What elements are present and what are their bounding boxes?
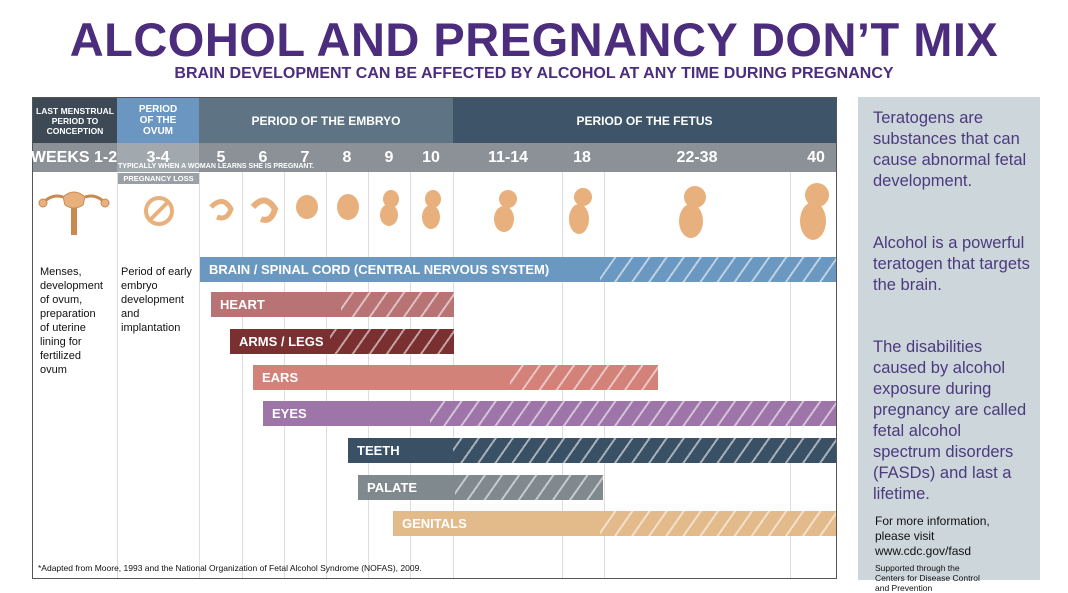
sidebar-text: The disabilities caused by alcohol expos… (873, 338, 1027, 503)
bar-label: HEART (220, 297, 265, 312)
bar: BRAIN / SPINAL CORD (CENTRAL NERVOUS SYS… (200, 257, 836, 282)
bar-label: ARMS / LEGS (239, 334, 324, 349)
week-label: 7 (300, 149, 310, 166)
bar-label: PALATE (367, 480, 418, 495)
week-label: 9 (384, 149, 394, 166)
week-label: 11-14 (487, 149, 529, 166)
bar: ARMS / LEGS (230, 329, 454, 354)
week-label: 22-38 (676, 149, 718, 166)
note: TYPICALLY WHEN A WOMAN LEARNS SHE IS PRE… (118, 163, 314, 170)
sidebar (858, 97, 1040, 580)
title: ALCOHOL AND PREGNANCY DON’T MIX (69, 13, 999, 66)
supported: Supported through the Centers for Diseas… (875, 563, 980, 593)
bar-label: EARS (262, 370, 299, 385)
bar: TEETH (348, 438, 836, 463)
illustrations (38, 183, 829, 240)
bar-label: EYES (272, 406, 307, 421)
divider (790, 172, 791, 578)
bar: EYES (263, 401, 836, 426)
table-frame (32, 97, 837, 579)
bar-label: GENITALS (402, 516, 467, 531)
week-label: 3-4 (146, 149, 170, 166)
period-header: PERIOD OF THE EMBRYO (199, 98, 453, 143)
week-label: 10 (422, 149, 440, 166)
period-header: LAST MENSTRUAL PERIOD TO CONCEPTION (33, 98, 117, 143)
more-info: For more information, please visit www.c… (875, 514, 990, 558)
divider (242, 172, 243, 578)
bar: HEART (211, 292, 454, 317)
sidebar-text: Alcohol is a powerful teratogen that tar… (873, 234, 1030, 294)
description: Period of early embryo development and i… (121, 266, 192, 334)
bar-label: BRAIN / SPINAL CORD (CENTRAL NERVOUS SYS… (209, 262, 550, 277)
week-label: 8 (342, 149, 352, 166)
sidebar-text: Teratogens are substances that can cause… (873, 109, 1027, 190)
period-header: PERIOD OF THE OVUM (117, 98, 199, 143)
bar: PALATE (358, 475, 603, 500)
bar-label: TEETH (357, 443, 400, 458)
week-label: 6 (258, 149, 268, 166)
subtitle: BRAIN DEVELOPMENT CAN BE AFFECTED BY ALC… (174, 65, 894, 82)
divider (199, 172, 200, 578)
period-header: PERIOD OF THE FETUS (453, 98, 836, 143)
column-tint (117, 143, 199, 172)
week-label: WEEKS 1-2 (30, 149, 118, 166)
week-label: 5 (216, 149, 226, 166)
divider (117, 172, 118, 578)
footnote: *Adapted from Moore, 1993 and the Nation… (38, 563, 422, 573)
description: Menses, development of ovum, preparation… (40, 266, 103, 376)
note: PREGNANCY LOSS (118, 173, 199, 184)
week-label: 18 (573, 149, 591, 166)
page: ALCOHOL AND PREGNANCY DON’T MIX BRAIN DE… (30, 13, 1040, 593)
week-label: 40 (807, 149, 825, 166)
bar: GENITALS (393, 511, 836, 536)
bar: EARS (253, 365, 658, 390)
